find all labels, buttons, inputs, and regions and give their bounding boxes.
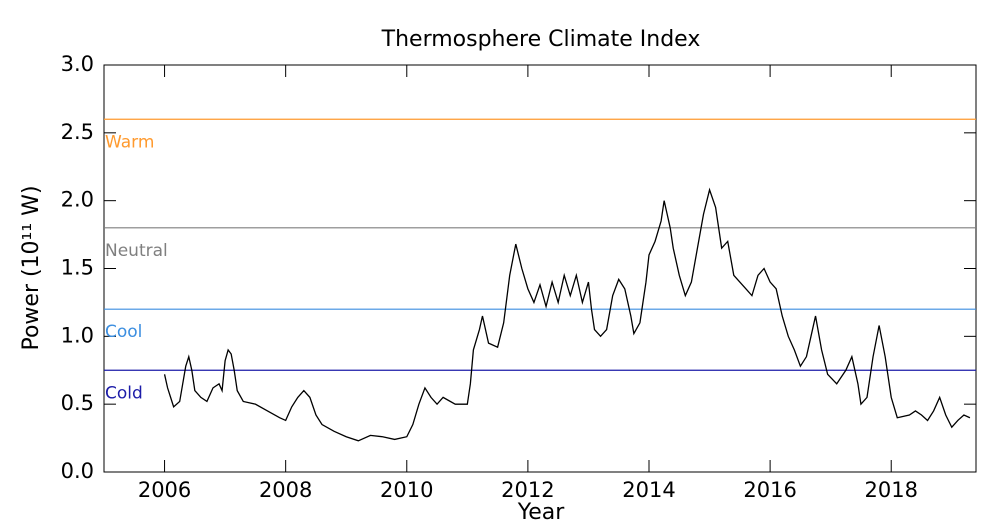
x-tick-label: 2008: [259, 478, 312, 502]
y-tick-label: 2.5: [61, 120, 94, 144]
x-axis-label: Year: [517, 500, 566, 525]
data-line: [163, 187, 971, 442]
threshold-label: Warm: [105, 132, 154, 152]
y-tick-label: 0.0: [61, 459, 94, 483]
x-tick-label: 2012: [501, 478, 554, 502]
x-tick-label: 2010: [380, 478, 433, 502]
threshold-label: Cool: [105, 322, 142, 342]
y-tick-label: 2.0: [61, 188, 94, 212]
y-tick-label: 1.0: [61, 323, 94, 347]
y-tick-label: 0.5: [61, 391, 94, 415]
x-tick-label: 2018: [864, 478, 917, 502]
x-tick-label: 2014: [622, 478, 675, 502]
x-tick-label: 2016: [743, 478, 796, 502]
plot-frame: [103, 64, 977, 473]
chart-title: Thermosphere Climate Index: [381, 27, 701, 52]
x-tick-label: 2006: [138, 478, 191, 502]
y-axis-label: Power (10¹¹ W): [19, 185, 44, 350]
threshold-label: Cold: [105, 383, 143, 403]
y-tick-label: 3.0: [61, 52, 94, 76]
y-tick-label: 1.5: [61, 256, 94, 280]
threshold-label: Neutral: [105, 241, 168, 261]
